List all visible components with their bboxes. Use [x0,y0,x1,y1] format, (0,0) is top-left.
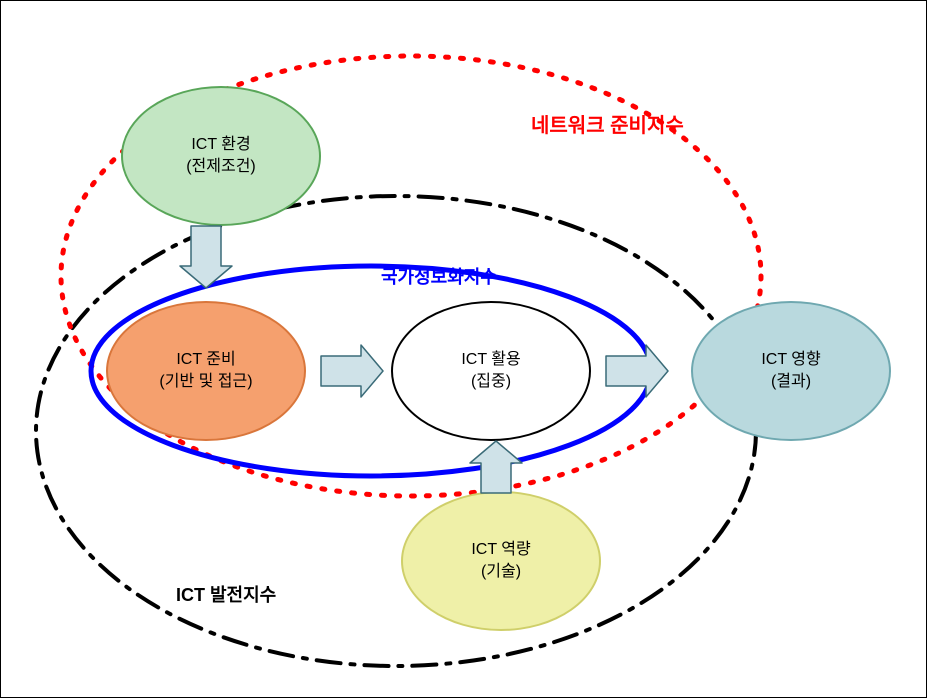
node-ict-impact-sub: (결과) [771,371,811,393]
node-ict-environment: ICT 환경 (전제조건) [121,86,321,226]
node-ict-usage-sub: (집중) [471,371,511,393]
node-ict-readiness-sub: (기반 및 접근) [159,371,252,393]
node-ict-impact-title: ICT 영향 [761,349,820,371]
node-ict-readiness-title: ICT 준비 [176,349,235,371]
node-ict-capability: ICT 역량 (기술) [401,491,601,631]
arrow-env-to-readiness [180,226,232,288]
node-ict-capability-title: ICT 역량 [471,539,530,561]
arrow-readiness-to-usage [321,345,383,397]
label-ict-development: ICT 발전지수 [176,581,276,607]
node-ict-environment-title: ICT 환경 [191,134,250,156]
node-ict-capability-sub: (기술) [481,561,521,583]
label-network-readiness: 네트워크 준비지수 [531,109,684,138]
arrow-usage-to-impact [606,345,668,397]
node-ict-environment-sub: (전제조건) [186,156,256,178]
node-ict-usage-title: ICT 활용 [461,349,520,371]
arrow-capability-to-usage [470,441,522,493]
label-national-info: 국가정보화지수 [381,263,497,289]
diagram-canvas: ICT 환경 (전제조건) ICT 준비 (기반 및 접근) ICT 활용 (집… [0,0,927,698]
node-ict-usage: ICT 활용 (집중) [391,301,591,441]
node-ict-impact: ICT 영향 (결과) [691,301,891,441]
node-ict-readiness: ICT 준비 (기반 및 접근) [106,301,306,441]
